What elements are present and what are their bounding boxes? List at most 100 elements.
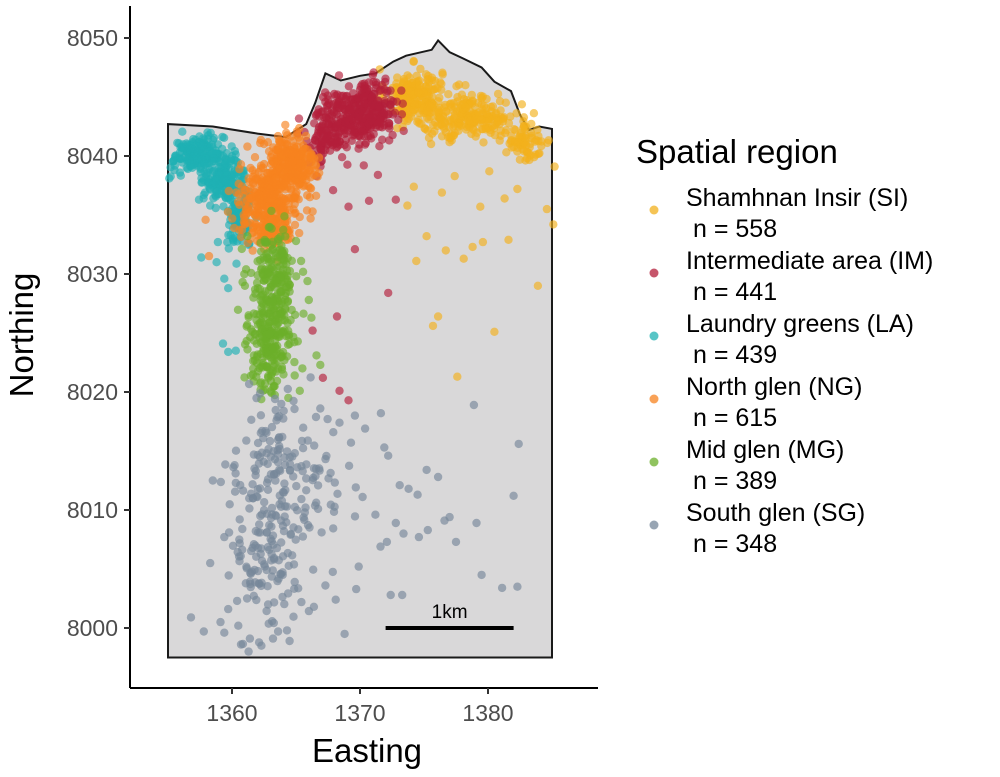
data-point [280, 256, 289, 265]
data-point [178, 127, 187, 136]
data-point [263, 169, 272, 178]
legend-label: Laundry greens (LA) [686, 310, 914, 338]
data-point [399, 74, 409, 84]
data-point [356, 82, 365, 91]
data-point [290, 209, 299, 218]
data-point [461, 103, 470, 112]
data-point [263, 459, 272, 469]
data-point [306, 373, 315, 382]
data-point [388, 97, 398, 106]
data-point [208, 149, 217, 158]
data-point [169, 156, 179, 165]
data-point [317, 528, 326, 537]
data-point [209, 166, 218, 176]
data-point [256, 411, 266, 420]
data-point [493, 117, 503, 126]
data-point [272, 469, 281, 478]
data-point [264, 223, 273, 232]
y-tick-label: 8040 [67, 143, 118, 169]
data-point [253, 257, 262, 266]
data-point [276, 327, 285, 336]
data-point [242, 562, 251, 571]
data-point [271, 276, 280, 285]
data-point [265, 436, 275, 446]
data-point [435, 93, 444, 102]
legend-label: Intermediate area (IM) [686, 247, 933, 275]
data-point [255, 452, 264, 462]
data-point [244, 174, 253, 183]
data-point [522, 154, 532, 163]
data-point [285, 636, 294, 646]
data-point [263, 485, 273, 494]
data-point [275, 137, 284, 146]
data-point [424, 115, 433, 124]
data-point [282, 626, 292, 635]
data-point [403, 201, 412, 210]
data-point [245, 504, 254, 513]
legend-count: n = 439 [693, 341, 777, 369]
data-point [537, 137, 546, 146]
data-point [268, 634, 278, 643]
data-point [276, 287, 285, 296]
legend-label: Mid glen (MG) [686, 436, 844, 464]
data-point [404, 484, 413, 493]
data-point [186, 613, 196, 622]
data-point [277, 538, 286, 547]
data-point [363, 84, 372, 94]
data-point [399, 529, 408, 538]
data-point [269, 447, 278, 456]
legend-item-north-glen: North glen (NG) n = 615 [649, 373, 862, 432]
data-point [450, 171, 459, 181]
data-point [344, 396, 353, 405]
data-point [272, 311, 281, 320]
data-point [287, 305, 296, 315]
data-point [228, 541, 238, 550]
data-point [243, 232, 252, 241]
data-point [354, 562, 363, 571]
data-point [433, 472, 443, 482]
data-point [438, 70, 447, 79]
data-point [256, 238, 265, 247]
data-point [224, 347, 233, 357]
legend-label: Shamhnan Insir (SI) [686, 184, 908, 212]
data-point [245, 207, 255, 216]
data-point [468, 242, 477, 252]
data-point [228, 214, 237, 223]
data-point [350, 512, 360, 521]
data-point [298, 267, 308, 276]
data-point [243, 320, 252, 330]
data-point [329, 428, 338, 437]
x-tick-label: 1360 [206, 700, 257, 726]
data-point [263, 600, 273, 609]
data-point [310, 501, 320, 510]
data-point [224, 284, 233, 293]
data-point [248, 246, 257, 255]
data-point [316, 360, 325, 370]
data-point [236, 640, 246, 649]
data-point [284, 193, 293, 203]
data-point [427, 73, 437, 82]
data-point [512, 109, 521, 118]
data-point [331, 139, 341, 148]
data-point [264, 619, 273, 628]
data-point [256, 164, 266, 173]
data-point [231, 478, 240, 488]
data-point [197, 155, 206, 164]
data-point [264, 319, 273, 328]
data-point [513, 184, 522, 194]
data-point [216, 477, 225, 487]
data-point [301, 503, 310, 512]
data-point [308, 207, 317, 216]
data-point [328, 186, 338, 195]
data-point [257, 299, 267, 308]
data-point [366, 131, 375, 141]
data-point [467, 90, 476, 100]
data-point [288, 157, 297, 166]
legend-count: n = 615 [693, 404, 777, 432]
data-point [380, 108, 389, 118]
data-point [290, 220, 300, 230]
data-point [291, 236, 301, 246]
data-point [257, 641, 266, 650]
data-point [479, 138, 488, 147]
data-point [417, 119, 426, 128]
